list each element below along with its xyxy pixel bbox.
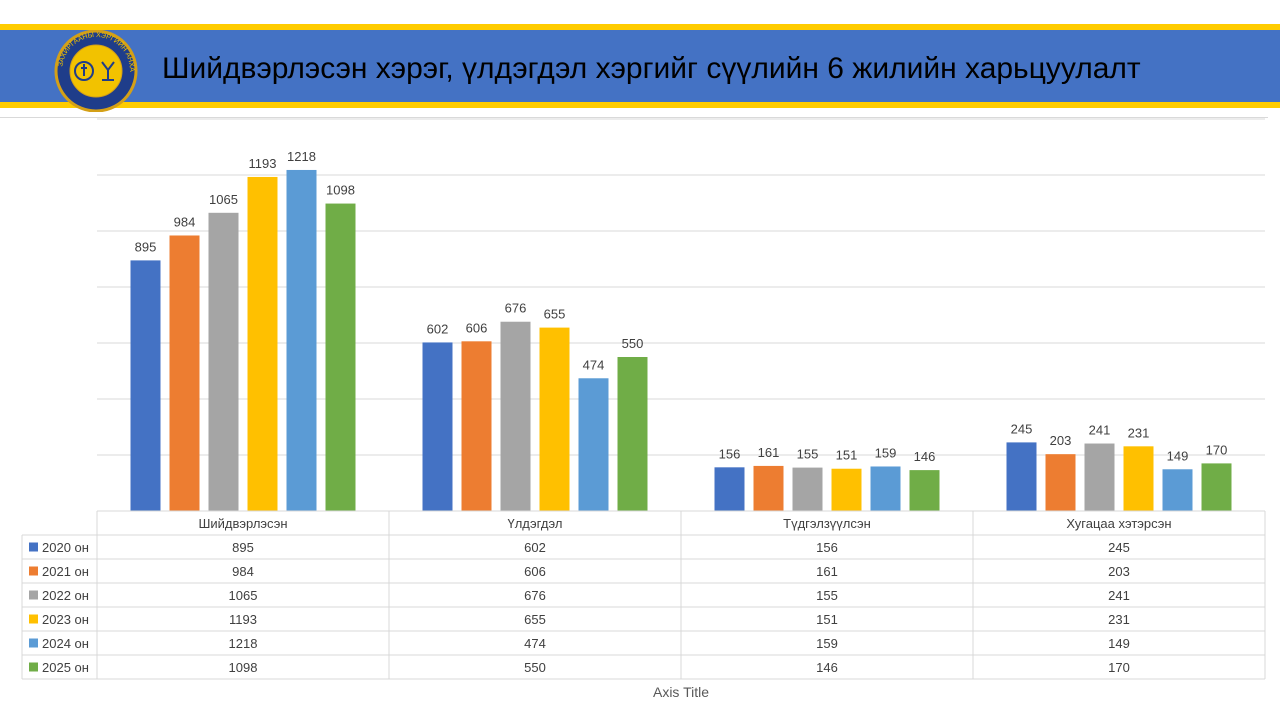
- data-label: 146: [914, 449, 936, 464]
- bar: [578, 378, 609, 511]
- data-label: 245: [1011, 421, 1033, 436]
- table-cell: 155: [816, 588, 838, 603]
- bar: [325, 203, 356, 511]
- bar: [1123, 446, 1154, 511]
- bar: [247, 176, 278, 511]
- table-cell: 655: [524, 612, 546, 627]
- bar: [461, 341, 492, 511]
- bar: [909, 470, 940, 511]
- data-label: 231: [1128, 425, 1150, 440]
- data-label: 1218: [287, 149, 316, 164]
- table-cell: 606: [524, 564, 546, 579]
- table-cell: 149: [1108, 636, 1130, 651]
- data-label: 155: [797, 447, 819, 462]
- bar: [792, 467, 823, 511]
- bar: [1201, 463, 1232, 511]
- data-label: 602: [427, 321, 449, 336]
- bar: [1084, 443, 1115, 511]
- category-label: Шийдвэрлэсэн: [198, 516, 287, 531]
- data-label: 161: [758, 445, 780, 460]
- table-cell: 984: [232, 564, 254, 579]
- data-label: 203: [1050, 433, 1072, 448]
- table-cell: 474: [524, 636, 546, 651]
- table-cell: 151: [816, 612, 838, 627]
- legend-label: 2024 он: [42, 636, 89, 651]
- data-label: 655: [544, 307, 566, 322]
- legend-label: 2021 он: [42, 564, 89, 579]
- data-label: 606: [466, 320, 488, 335]
- legend-label: 2020 он: [42, 540, 89, 555]
- table-cell: 156: [816, 540, 838, 555]
- data-label: 149: [1167, 448, 1189, 463]
- bar: [1162, 469, 1193, 511]
- legend-key: [29, 542, 38, 552]
- table-cell: 146: [816, 660, 838, 675]
- data-label: 550: [622, 336, 644, 351]
- legend-label: 2023 он: [42, 612, 89, 627]
- data-label: 151: [836, 448, 858, 463]
- bar: [500, 321, 531, 511]
- court-seal-logo: ЗАХИРГААНЫ ХЭРГИЙН АНХАН ШАТНЫ ШҮҮХ: [48, 30, 138, 112]
- bar: [539, 327, 570, 511]
- table-cell: 170: [1108, 660, 1130, 675]
- table-cell: 602: [524, 540, 546, 555]
- table-cell: 245: [1108, 540, 1130, 555]
- bar: [617, 357, 648, 511]
- legend-key: [29, 566, 38, 576]
- table-cell: 1098: [229, 660, 258, 675]
- table-cell: 241: [1108, 588, 1130, 603]
- table-cell: 1218: [229, 636, 258, 651]
- data-label: 1065: [209, 192, 238, 207]
- bar: [714, 467, 745, 511]
- data-label: 241: [1089, 423, 1111, 438]
- bar: [831, 468, 862, 511]
- table-cell: 550: [524, 660, 546, 675]
- category-label: Хугацаа хэтэрсэн: [1066, 516, 1171, 531]
- legend-label: 2022 он: [42, 588, 89, 603]
- table-cell: 159: [816, 636, 838, 651]
- data-label: 1098: [326, 183, 355, 198]
- table-cell: 1193: [229, 612, 257, 627]
- bar: [422, 342, 453, 511]
- legend-label: 2025 он: [42, 660, 89, 675]
- bar: [870, 466, 901, 511]
- data-label: 984: [174, 214, 196, 229]
- bar: [208, 212, 239, 512]
- legend-key: [29, 662, 38, 672]
- title-banner: Шийдвэрлэсэн хэрэг, үлдэгдэл хэргийг сүү…: [0, 24, 1280, 108]
- data-label: 1193: [249, 156, 277, 171]
- table-cell: 1065: [229, 588, 258, 603]
- header-divider: [0, 117, 1268, 118]
- bar-series: [130, 169, 1232, 512]
- legend-key: [29, 614, 38, 624]
- legend-key: [29, 590, 38, 600]
- data-label: 156: [719, 446, 741, 461]
- category-label: Түдгэлзүүлсэн: [783, 516, 871, 531]
- data-label: 676: [505, 301, 527, 316]
- data-label: 474: [583, 357, 605, 372]
- table-cell: 895: [232, 540, 254, 555]
- category-label: Үлдэгдэл: [507, 516, 562, 531]
- table-cell: 161: [816, 564, 838, 579]
- data-label: 159: [875, 445, 897, 460]
- data-table: Шийдвэрлэсэн Үлдэгдэл Түдгэлзүүлсэн Хугацаа…: [21, 510, 1266, 680]
- data-label: 895: [135, 239, 157, 254]
- legend-key: [29, 638, 38, 648]
- bar: [753, 465, 784, 511]
- table-cell: 676: [524, 588, 546, 603]
- bar: [1045, 454, 1076, 511]
- bar: [286, 169, 317, 511]
- bar: [169, 235, 200, 512]
- data-label: 170: [1206, 442, 1228, 457]
- bar: [130, 260, 161, 511]
- x-axis-title: Axis Title: [652, 684, 709, 700]
- table-cell: 231: [1108, 612, 1130, 627]
- bar: [1006, 442, 1037, 511]
- data-labels: 895 984 1065 1193 1218 1098 602 606 676 655 474 550…: [135, 149, 1228, 464]
- table-cell: 203: [1108, 564, 1130, 579]
- page-title: Шийдвэрлэсэн хэрэг, үлдэгдэл хэргийг сүү…: [162, 52, 1141, 85]
